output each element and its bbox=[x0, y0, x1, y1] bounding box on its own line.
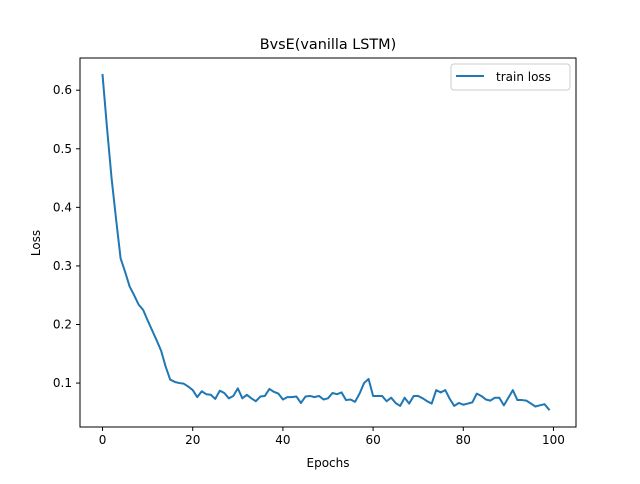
series-layer bbox=[101, 73, 551, 411]
x-axis-label: Epochs bbox=[307, 456, 350, 470]
chart-title: BvsE(vanilla LSTM) bbox=[260, 37, 396, 53]
x-tick-label: 80 bbox=[456, 433, 471, 447]
x-tick-label: 0 bbox=[99, 433, 107, 447]
y-tick-label: 0.1 bbox=[53, 376, 72, 390]
x-tick-label: 60 bbox=[365, 433, 380, 447]
y-tick-label: 0.6 bbox=[53, 83, 72, 97]
legend-box bbox=[450, 63, 571, 91]
y-tick-label: 0.2 bbox=[53, 318, 72, 332]
legend-label-train-loss: train loss bbox=[496, 70, 551, 84]
plot-frame bbox=[79, 57, 577, 428]
x-tick-label: 20 bbox=[185, 433, 200, 447]
series-line-train-loss bbox=[101, 73, 551, 411]
y-tick-label: 0.3 bbox=[53, 259, 72, 273]
x-tick-label: 100 bbox=[542, 433, 565, 447]
y-tick-label: 0.4 bbox=[53, 200, 72, 214]
y-axis-ticks: 0.1 0.2 0.3 0.4 0.5 0.6 bbox=[53, 83, 80, 390]
legend: train loss bbox=[450, 63, 571, 91]
x-tick-label: 40 bbox=[275, 433, 290, 447]
x-axis-ticks: 0 20 40 60 80 100 bbox=[99, 427, 565, 447]
y-tick-label: 0.5 bbox=[53, 142, 72, 156]
y-axis-label: Loss bbox=[29, 230, 43, 256]
